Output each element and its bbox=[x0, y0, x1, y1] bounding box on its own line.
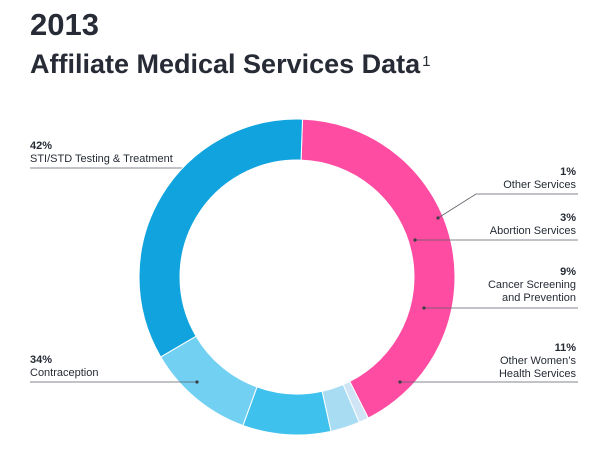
donut-slice-4 bbox=[160, 335, 258, 427]
chart-title-year: 2013 bbox=[30, 7, 99, 42]
slice-label-2: 3% Abortion Services bbox=[490, 212, 576, 238]
footnote-marker: 1 bbox=[422, 53, 431, 70]
slice-label-1: 1% Other Services bbox=[503, 166, 576, 192]
slice-name: Other Women’s bbox=[499, 355, 576, 367]
leader-line-1 bbox=[437, 193, 578, 219]
chart-title-text: Affiliate Medical Services Data bbox=[30, 49, 421, 79]
leader-dot-5 bbox=[195, 380, 199, 384]
slice-percent: 1% bbox=[560, 166, 576, 178]
slice-percent: 3% bbox=[560, 212, 576, 224]
slice-name: Other Services bbox=[503, 179, 576, 191]
slice-name: Health Services bbox=[498, 368, 576, 380]
donut-slice-5 bbox=[138, 118, 304, 358]
slice-percent: 42% bbox=[30, 140, 53, 152]
slice-name: Abortion Services bbox=[489, 225, 576, 237]
slice-name: STI/STD Testing & Treatment bbox=[30, 153, 173, 165]
slice-name: and Prevention bbox=[502, 292, 576, 304]
slice-percent: 34% bbox=[30, 354, 53, 366]
chart-title: Affiliate Medical Services Data 1 bbox=[30, 46, 431, 82]
leader-dot-3 bbox=[422, 306, 426, 310]
slice-label-0: 42% STI/STD Testing & Treatment bbox=[30, 140, 173, 166]
slice-percent: 9% bbox=[560, 266, 576, 278]
slice-label-3: 9% Cancer Screening and Prevention bbox=[488, 266, 576, 305]
slice-label-5: 34% Contraception bbox=[30, 354, 99, 380]
donut-slice-0 bbox=[300, 118, 456, 419]
donut-slice-3 bbox=[242, 386, 332, 436]
slice-label-4: 11% Other Women’s Health Services bbox=[499, 342, 576, 381]
leader-dot-1 bbox=[436, 216, 440, 220]
slice-name: Cancer Screening bbox=[487, 279, 576, 291]
leader-dot-2 bbox=[413, 238, 417, 242]
slice-name: Contraception bbox=[30, 367, 99, 379]
leader-dot-4 bbox=[398, 380, 402, 384]
slice-percent: 11% bbox=[554, 342, 576, 354]
